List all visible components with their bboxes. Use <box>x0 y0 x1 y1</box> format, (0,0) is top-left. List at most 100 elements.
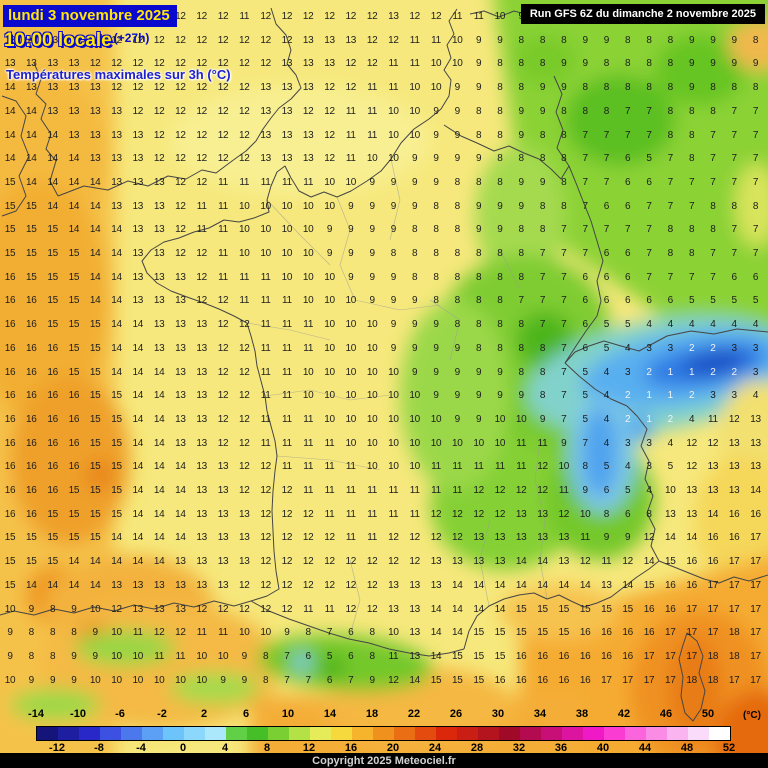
temp-value: 8 <box>667 34 674 46</box>
temp-value: 10 <box>388 461 399 473</box>
temp-value: 11 <box>282 413 292 425</box>
temp-value: 12 <box>558 508 570 520</box>
temp-value: 14 <box>89 248 101 259</box>
temp-value: 17 <box>750 579 761 591</box>
temp-value: 16 <box>47 390 58 402</box>
temp-value: 11 <box>303 413 314 425</box>
legend-color-cell <box>37 727 58 740</box>
temp-value: 18 <box>728 650 740 662</box>
temp-value: 7 <box>710 153 716 165</box>
temp-value: 17 <box>686 650 697 662</box>
temp-value: 1 <box>646 390 652 402</box>
temp-value: 12 <box>281 34 293 46</box>
temp-value: 13 <box>686 485 697 496</box>
temp-value: 13 <box>132 271 144 283</box>
temp-value: 13 <box>707 461 719 473</box>
legend-color-cell <box>247 727 268 740</box>
temp-value: 14 <box>452 627 463 639</box>
temp-value: 13 <box>196 390 207 402</box>
temp-value: 10 <box>111 674 122 686</box>
temp-value: 10 <box>366 413 378 425</box>
legend-tick: 4 <box>221 742 229 754</box>
temp-value: 13 <box>175 579 186 591</box>
temp-value: 12 <box>196 105 207 117</box>
temp-value: 5 <box>667 461 674 473</box>
temp-value: 13 <box>388 579 399 591</box>
temp-value: 12 <box>452 532 463 544</box>
temp-value: 11 <box>409 485 420 496</box>
temp-value: 11 <box>473 461 484 473</box>
temp-value: 11 <box>282 295 292 307</box>
temp-value: 9 <box>539 413 546 425</box>
temp-value: 9 <box>412 200 418 212</box>
temp-value: 14 <box>430 627 442 639</box>
legend-color-cell <box>646 727 667 740</box>
temp-value: 16 <box>47 485 58 496</box>
temp-value: 13 <box>175 437 186 449</box>
temp-value: 12 <box>196 295 207 307</box>
temp-value: 12 <box>579 556 591 568</box>
legend-tick: -14 <box>28 708 44 720</box>
temp-value: 16 <box>26 319 37 331</box>
temp-value: 16 <box>4 508 16 520</box>
temp-value: 12 <box>388 34 399 46</box>
temp-value: 11 <box>132 627 143 639</box>
temp-value: 9 <box>539 176 546 188</box>
temp-value: 14 <box>4 153 16 165</box>
temp-value: 12 <box>217 437 229 449</box>
temp-value: 8 <box>518 82 525 94</box>
temp-value: 13 <box>302 129 314 141</box>
temp-value: 12 <box>175 11 186 22</box>
temp-value: 12 <box>217 58 229 70</box>
temp-value: 13 <box>175 295 186 307</box>
temp-value: 9 <box>561 437 567 449</box>
temp-value: 10 <box>324 319 335 331</box>
temp-value: 7 <box>625 224 631 236</box>
temp-value: 15 <box>111 485 122 496</box>
temp-value: 7 <box>646 200 652 212</box>
legend-color-cell <box>604 727 625 740</box>
temp-value: 13 <box>132 603 144 615</box>
temp-value: 8 <box>688 224 695 236</box>
temp-value: 14 <box>26 153 37 165</box>
temp-value: 14 <box>686 532 697 544</box>
temp-value: 6 <box>603 271 610 283</box>
temp-value: 14 <box>111 532 122 544</box>
temp-value: 9 <box>92 627 99 639</box>
legend-color-cell <box>478 727 499 740</box>
temp-value: 17 <box>750 556 761 568</box>
temp-value: 11 <box>345 129 356 141</box>
legend-color-cell <box>583 727 604 740</box>
temp-value: 14 <box>111 342 122 354</box>
temp-value: 13 <box>26 58 37 70</box>
temp-value: 8 <box>28 627 35 639</box>
temp-value: 13 <box>601 579 612 591</box>
temp-value: 13 <box>239 532 250 544</box>
temp-value: 15 <box>89 390 101 402</box>
temp-value: 12 <box>302 105 314 117</box>
temp-value: 12 <box>302 508 314 520</box>
temp-value: 12 <box>68 34 80 46</box>
temp-value: 8 <box>518 319 525 331</box>
temp-value: 11 <box>303 437 314 449</box>
map-title: Températures maximales sur 3h (°C) <box>6 67 231 82</box>
temp-value: 14 <box>153 461 165 473</box>
temp-value: 6 <box>603 200 610 212</box>
temp-value: 11 <box>260 366 271 378</box>
temp-value: 11 <box>431 461 441 473</box>
temp-value: 15 <box>558 627 570 639</box>
temp-value: 7 <box>561 224 567 236</box>
temp-value: 11 <box>431 485 441 496</box>
temp-value: 9 <box>582 485 588 496</box>
temp-value: 5 <box>603 319 610 331</box>
temp-value: 8 <box>475 295 482 307</box>
temp-value: 13 <box>196 413 207 425</box>
temp-value: 9 <box>390 295 397 307</box>
legend-tick: 52 <box>722 742 736 754</box>
temp-value: 16 <box>750 508 761 520</box>
temp-value: 13 <box>111 129 122 141</box>
temp-value: 8 <box>412 271 418 283</box>
temp-value: 8 <box>49 627 56 639</box>
temp-value: 12 <box>239 603 250 615</box>
